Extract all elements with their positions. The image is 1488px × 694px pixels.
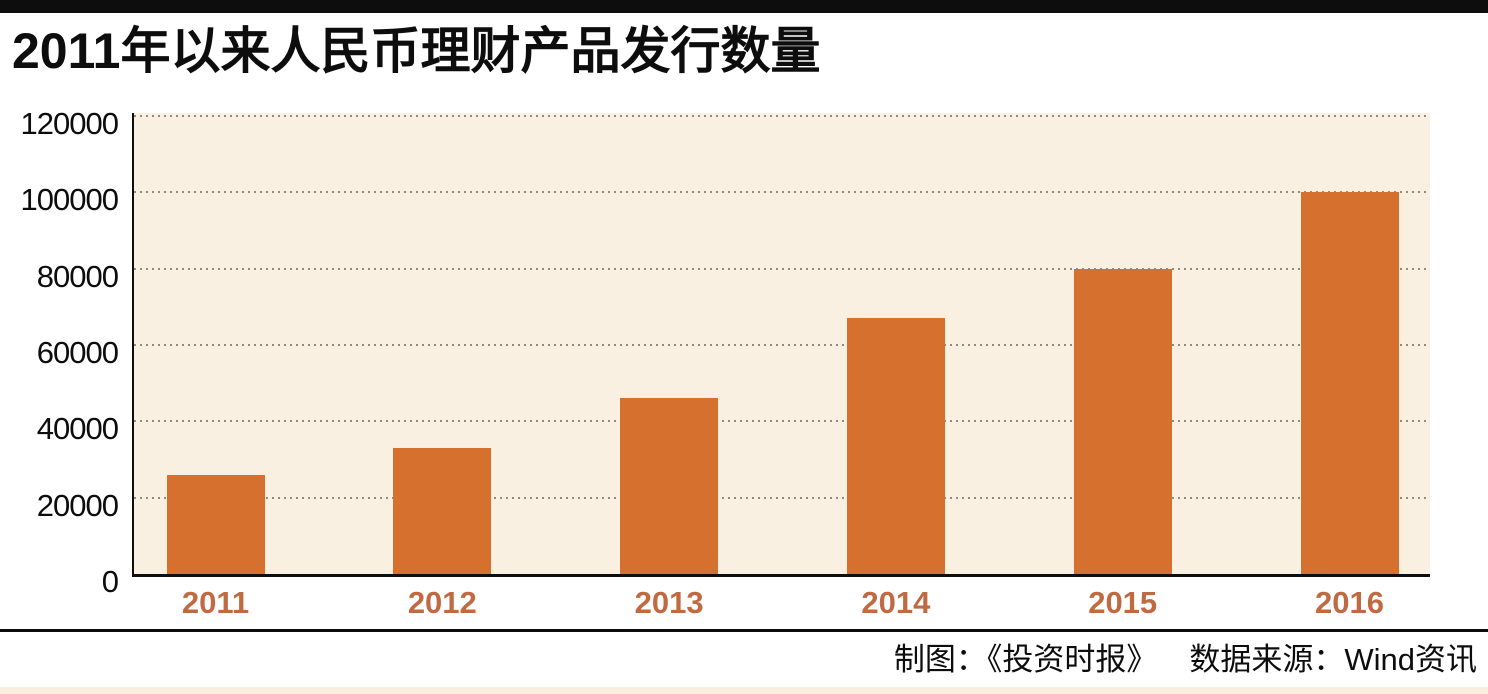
bar-2016	[1300, 192, 1399, 574]
x-tick-label: 2014	[861, 585, 931, 620]
plot-area	[132, 113, 1430, 577]
gridline	[134, 420, 1430, 423]
y-tick-label: 0	[101, 564, 119, 599]
footer-credit: 制图：《投资时报》	[893, 642, 1158, 677]
y-tick-label: 40000	[36, 411, 119, 447]
bar-2013	[620, 398, 719, 574]
footer-source: 数据来源：Wind资讯	[1189, 642, 1477, 677]
gridline	[134, 115, 1430, 117]
y-tick-label: 20000	[36, 487, 119, 523]
bar-2015	[1073, 268, 1172, 574]
chart-title: 2011年以来人民币理财产品发行数量	[12, 23, 821, 79]
gridline	[134, 267, 1430, 270]
gridline	[134, 191, 1430, 194]
y-tick-label: 100000	[20, 182, 119, 218]
y-tick-label: 60000	[36, 335, 119, 370]
x-tick-label: 2013	[634, 585, 704, 620]
x-axis: 2011 2012 2013 2014 2015 2016	[134, 585, 1430, 623]
footer: 制图：《投资时报》 数据来源：Wind资讯	[894, 640, 1477, 680]
top-accent-bar	[0, 0, 1488, 13]
x-tick-label: 2011	[181, 585, 250, 620]
footer-divider	[0, 629, 1488, 632]
bar-2012	[393, 448, 492, 574]
gridline	[134, 344, 1430, 346]
gridline	[134, 496, 1430, 499]
bar-2011	[166, 474, 265, 574]
x-tick-label: 2016	[1315, 585, 1384, 620]
x-tick-label: 2012	[407, 585, 477, 620]
x-tick-label: 2015	[1088, 585, 1158, 620]
y-axis: 0 20000 40000 60000 80000 100000 120000	[0, 108, 119, 598]
bar-2014	[846, 318, 945, 574]
y-tick-label: 120000	[20, 106, 119, 141]
y-tick-label: 80000	[36, 258, 119, 294]
bottom-accent-strip	[0, 687, 1488, 694]
